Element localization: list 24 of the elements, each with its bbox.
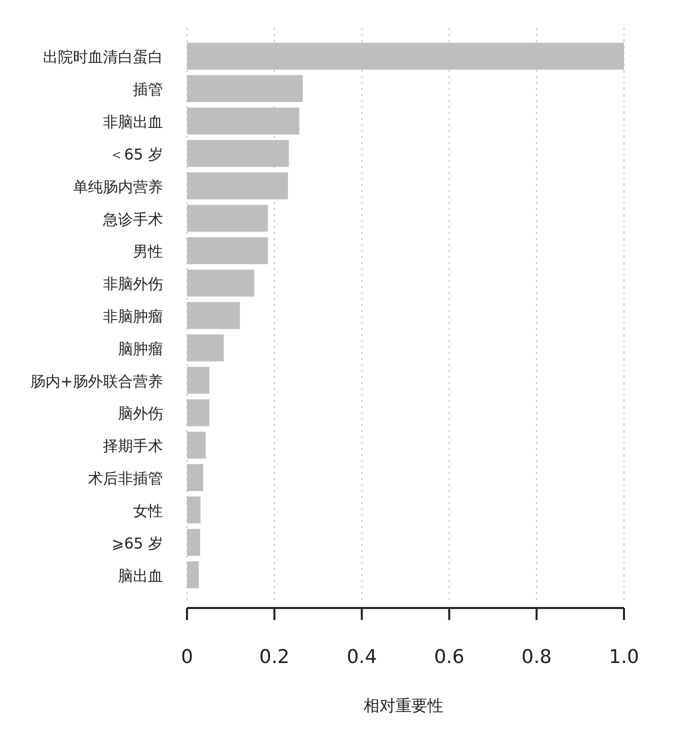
y-tick-label: 肠内+肠外联合营养 bbox=[30, 372, 163, 390]
y-tick-label: 插管 bbox=[133, 80, 163, 99]
y-tick-label: 术后非插管 bbox=[88, 470, 163, 488]
x-tick-label: 0.2 bbox=[259, 646, 290, 668]
y-tick-label: 脑出血 bbox=[118, 566, 163, 585]
x-tick-label: 0.4 bbox=[346, 646, 377, 668]
x-axis-title: 相对重要性 bbox=[364, 696, 444, 715]
y-tick-label: 女性 bbox=[133, 502, 163, 520]
y-tick-label: ＜65 岁 bbox=[109, 145, 163, 164]
x-tick-label: 0 bbox=[180, 646, 194, 668]
y-tick-label: 男性 bbox=[133, 242, 163, 261]
y-tick-label: 出院时血清白蛋白 bbox=[43, 48, 163, 66]
y-tick-label: ⩾65 岁 bbox=[112, 534, 163, 552]
x-tick-label: 1.0 bbox=[608, 646, 640, 668]
y-tick-label: 非脑肿瘤 bbox=[103, 308, 163, 326]
x-tick-label: 0.8 bbox=[521, 646, 552, 668]
y-tick-label: 急诊手术 bbox=[102, 210, 163, 228]
y-tick-label: 择期手术 bbox=[103, 437, 163, 456]
x-tick-label: 0.6 bbox=[434, 646, 464, 668]
y-tick-label: 单纯肠内营养 bbox=[73, 178, 163, 196]
y-tick-label: 非脑外伤 bbox=[103, 275, 163, 294]
y-tick-label: 非脑出血 bbox=[103, 113, 163, 132]
y-tick-label: 脑肿瘤 bbox=[118, 340, 163, 358]
y-tick-label: 脑外伤 bbox=[118, 404, 163, 423]
